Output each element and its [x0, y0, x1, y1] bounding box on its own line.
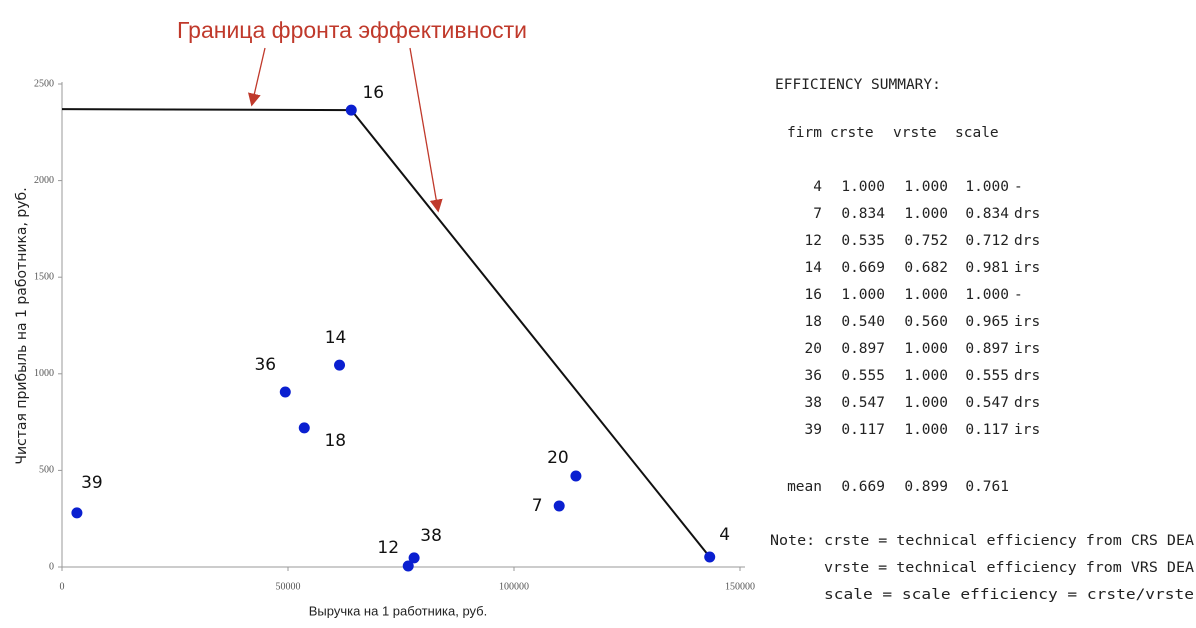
- table-cell: irs: [1014, 341, 1040, 357]
- table-cell: 18: [805, 314, 822, 330]
- frontier-line: [61, 108, 711, 558]
- point: [345, 104, 357, 116]
- table-cell: 0.117: [965, 422, 1009, 438]
- table-cell: 1.000: [841, 287, 885, 303]
- table-cell: 1.000: [904, 422, 948, 438]
- y-tick-label: 1500: [34, 271, 54, 282]
- y-tick-label: 0: [49, 561, 54, 572]
- x-tick-label: 100000: [499, 581, 529, 592]
- point-label: 4: [719, 525, 730, 545]
- table-cell: 0.834: [841, 206, 885, 222]
- table-cell: 38: [805, 395, 822, 411]
- table-cell: 0.752: [904, 233, 948, 249]
- point-label: 18: [324, 431, 346, 451]
- table-cell: 0.555: [841, 368, 885, 384]
- note-line: vrste = technical efficiency from VRS DE…: [824, 560, 1194, 576]
- table-cell: 0.669: [841, 260, 885, 276]
- table-cell: irs: [1014, 422, 1040, 438]
- point-label: 38: [420, 526, 442, 546]
- y-tick-label: 1000: [34, 368, 54, 379]
- summary-title: EFFICIENCY SUMMARY:: [775, 77, 941, 93]
- table-cell: 0.540: [841, 314, 885, 330]
- point: [298, 422, 310, 434]
- table-cell: 1.000: [904, 368, 948, 384]
- table-cell: 1.000: [965, 179, 1009, 195]
- table-cell: irs: [1014, 260, 1040, 276]
- x-tick-label: 150000: [725, 581, 755, 592]
- table-cell: 14: [805, 260, 823, 276]
- point-label: 36: [254, 355, 276, 375]
- table-cell: 39: [805, 422, 822, 438]
- annotation: Граница фронта эффективности: [177, 17, 527, 43]
- table-cell: 0.547: [841, 395, 885, 411]
- table-cell: 0.117: [841, 422, 885, 438]
- annotation-arrow: [248, 47, 266, 107]
- table-cell: 1.000: [965, 287, 1009, 303]
- note-line: Note: crste = technical efficiency from …: [770, 533, 1194, 549]
- table-cell: 36: [805, 368, 822, 384]
- y-tick-label: 2500: [34, 78, 54, 89]
- table-cell: 0.535: [841, 233, 885, 249]
- table-header: firm: [787, 125, 822, 141]
- point: [704, 551, 716, 563]
- point: [402, 560, 414, 572]
- table-cell: 0.834: [965, 206, 1009, 222]
- point: [71, 507, 83, 519]
- table-cell: 0.897: [841, 341, 885, 357]
- mean-cell: mean: [787, 479, 822, 495]
- point-label: 14: [325, 328, 347, 348]
- note-line: scale = scale efficiency = crste/vrste: [824, 587, 1194, 603]
- x-tick-label: 0: [60, 581, 65, 592]
- table-header: scale: [955, 125, 999, 141]
- y-tick-label: 500: [39, 465, 54, 476]
- table-cell: drs: [1014, 368, 1040, 384]
- table-cell: 0.560: [904, 314, 948, 330]
- mean-cell: 0.669: [841, 479, 885, 495]
- table-cell: 1.000: [904, 395, 948, 411]
- table-cell: 1.000: [904, 287, 948, 303]
- point: [334, 359, 346, 371]
- table-header: vrste: [893, 125, 937, 141]
- point-label: 12: [377, 538, 399, 558]
- point: [553, 500, 565, 512]
- table-cell: -: [1014, 287, 1023, 303]
- point: [279, 386, 291, 398]
- table-cell: 1.000: [904, 341, 948, 357]
- table-cell: 0.682: [904, 260, 948, 276]
- table-cell: irs: [1014, 314, 1040, 330]
- table-cell: 0.965: [965, 314, 1009, 330]
- annotation-arrow: [409, 47, 443, 213]
- table-cell: 0.981: [965, 260, 1009, 276]
- table-cell: 0.547: [965, 395, 1009, 411]
- table-header: crste: [830, 125, 874, 141]
- table-cell: drs: [1014, 206, 1040, 222]
- mean-cell: 0.761: [965, 479, 1009, 495]
- point: [570, 470, 582, 482]
- table-cell: drs: [1014, 395, 1040, 411]
- point-label: 7: [532, 496, 543, 516]
- table-cell: 12: [805, 233, 822, 249]
- point-label: 39: [81, 473, 103, 493]
- y-tick-label: 2000: [34, 175, 54, 186]
- table-cell: 1.000: [904, 206, 948, 222]
- table-cell: 4: [813, 179, 822, 195]
- mean-cell: 0.899: [904, 479, 948, 495]
- table-cell: 0.712: [965, 233, 1009, 249]
- point: [408, 552, 420, 564]
- table-cell: 0.555: [965, 368, 1009, 384]
- table-cell: drs: [1014, 233, 1040, 249]
- table-cell: 16: [805, 287, 822, 303]
- table-cell: 7: [813, 206, 822, 222]
- table-cell: -: [1014, 179, 1023, 195]
- x-axis-label: Выручка на 1 работника, руб.: [309, 603, 488, 618]
- point-label: 16: [362, 83, 384, 103]
- y-axis-label: Чистая прибыль на 1 работника, руб.: [14, 187, 30, 464]
- table-cell: 1.000: [904, 179, 948, 195]
- table-cell: 0.897: [965, 341, 1009, 357]
- table-cell: 20: [805, 341, 822, 357]
- x-tick-label: 50000: [276, 581, 301, 592]
- point-label: 20: [547, 448, 569, 468]
- table-cell: 1.000: [841, 179, 885, 195]
